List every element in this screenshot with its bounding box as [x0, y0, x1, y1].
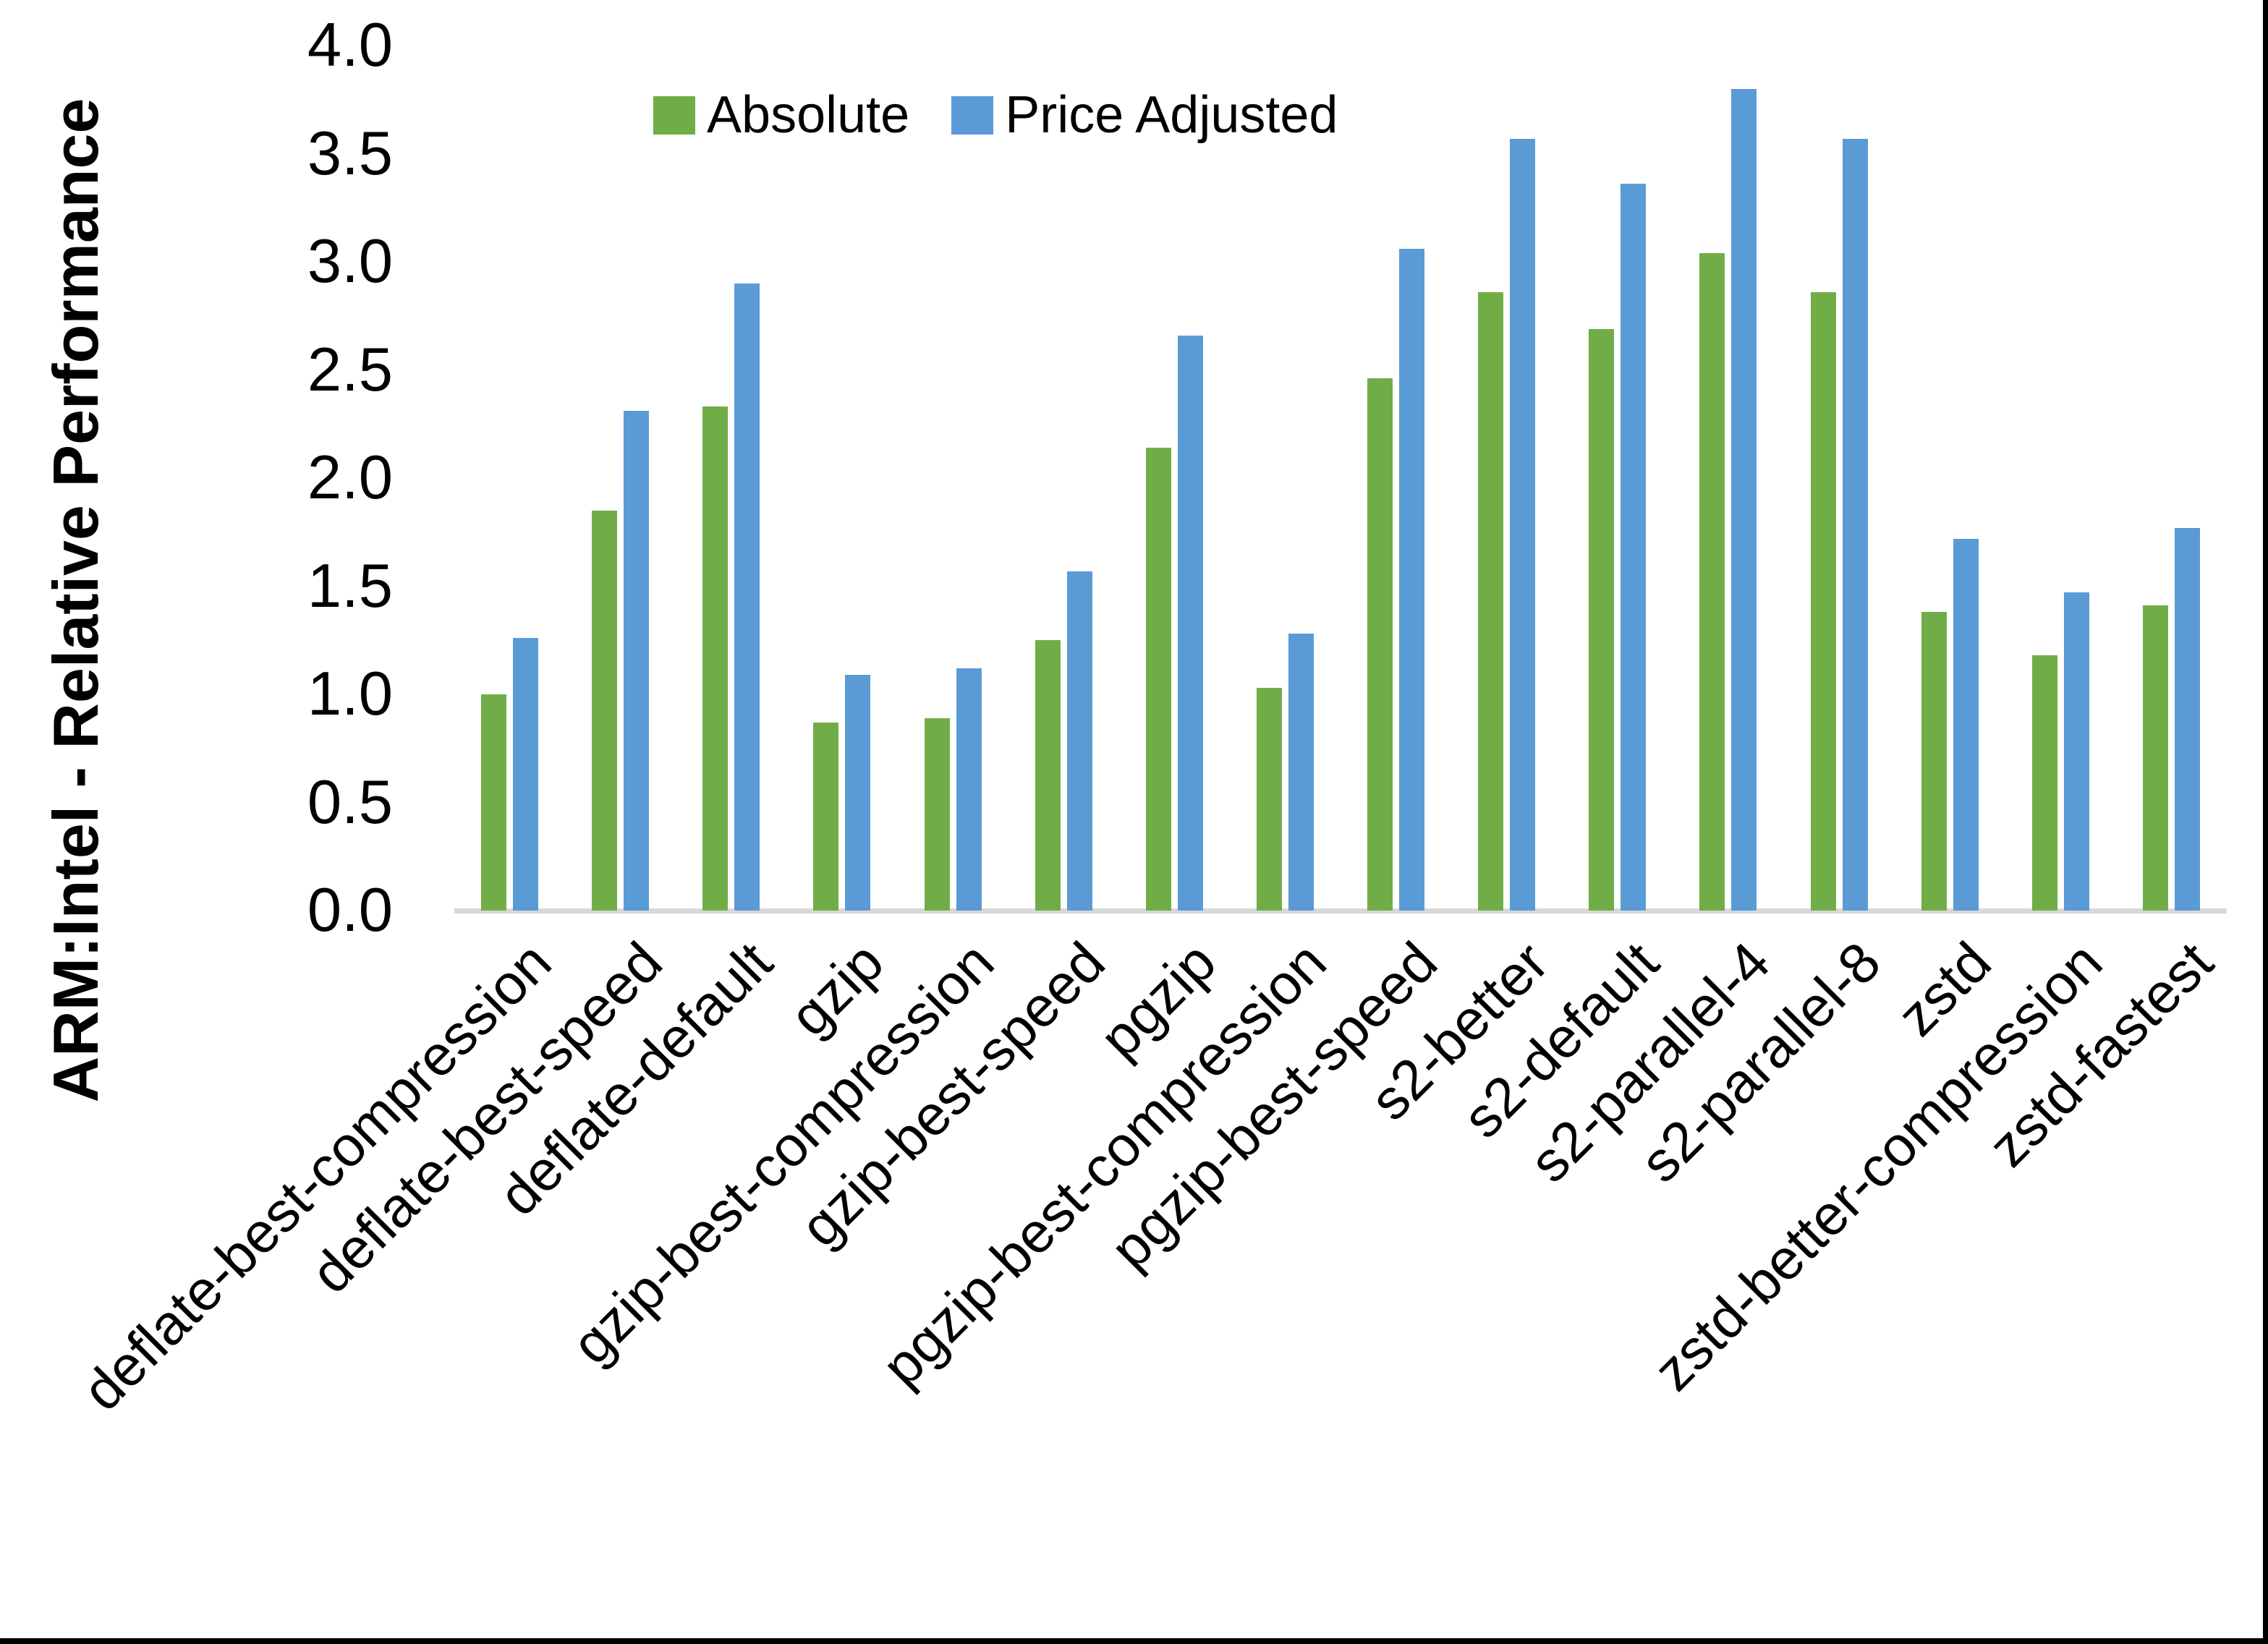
bar-price-adjusted: [1399, 249, 1425, 911]
bar-absolute: [592, 510, 618, 911]
y-tick-label: 0.5: [307, 767, 393, 837]
bar-price-adjusted: [624, 411, 650, 911]
y-tick-label: 1.0: [307, 660, 393, 728]
bar-absolute: [1589, 328, 1615, 911]
legend: Absolute Price Adjusted: [653, 86, 1338, 144]
legend-label-absolute: Absolute: [707, 86, 910, 144]
y-tick-label: 3.5: [307, 119, 393, 188]
bar-group: [1119, 46, 1230, 911]
bar-group: [454, 46, 565, 911]
bar-price-adjusted: [2174, 527, 2200, 911]
bar-absolute: [702, 406, 729, 911]
bar-absolute: [2142, 605, 2168, 911]
bar-price-adjusted: [734, 283, 760, 911]
y-tick-label: 0.0: [307, 876, 393, 945]
legend-label-price-adjusted: Price Adjusted: [1005, 86, 1338, 144]
bar-group: [565, 46, 676, 911]
window-bottom-edge: [0, 1638, 2268, 1644]
bar-price-adjusted: [1177, 335, 1203, 911]
bar-price-adjusted: [1731, 88, 1757, 911]
y-tick-label: 4.0: [307, 11, 393, 80]
bar-price-adjusted: [1953, 538, 1979, 911]
y-axis-title: ARM:Intel - Relative Performance: [40, 98, 111, 1103]
legend-swatch-price-adjusted: [951, 95, 994, 135]
bar-absolute: [1810, 291, 1836, 911]
bar-group: [1784, 46, 1895, 911]
bar-price-adjusted: [1842, 138, 1868, 911]
x-axis-line: [454, 908, 2227, 913]
bar-absolute: [1367, 378, 1393, 911]
legend-swatch-absolute: [653, 95, 695, 135]
bar-price-adjusted: [513, 638, 539, 911]
bar-price-adjusted: [1288, 634, 1314, 911]
y-tick-label: 2.0: [307, 443, 393, 512]
bar-group: [1008, 46, 1119, 911]
bar-absolute: [1478, 291, 1504, 911]
y-tick-label: 1.5: [307, 551, 393, 621]
bar-group: [1230, 46, 1341, 911]
bar-absolute: [1699, 253, 1725, 911]
bar-absolute: [2031, 655, 2057, 911]
bar-price-adjusted: [845, 675, 871, 911]
window-right-edge: [2263, 0, 2268, 1644]
bar-price-adjusted: [1066, 571, 1092, 911]
bar-price-adjusted: [1621, 184, 1647, 911]
bar-group: [898, 46, 1008, 911]
bar-group: [676, 46, 786, 911]
bar-group: [2005, 46, 2116, 911]
bar-absolute: [1145, 448, 1171, 911]
bar-group: [1673, 46, 1783, 911]
bar-group: [1895, 46, 2005, 911]
bar-absolute: [813, 722, 839, 911]
bar-price-adjusted: [1510, 138, 1536, 911]
bar-absolute: [924, 717, 950, 911]
bar-group: [786, 46, 897, 911]
bar-group: [1562, 46, 1673, 911]
bar-price-adjusted: [2063, 592, 2089, 911]
bar-absolute: [481, 694, 507, 911]
bar-absolute: [1921, 612, 1947, 911]
bar-group: [1451, 46, 1562, 911]
x-axis-label: deflate-best-compression: [69, 929, 564, 1423]
y-tick-label: 2.5: [307, 335, 393, 404]
bar-absolute: [1035, 640, 1061, 911]
bar-absolute: [1256, 688, 1282, 911]
bar-group: [1341, 46, 1451, 911]
bar-group: [2116, 46, 2227, 911]
y-tick-label: 3.0: [307, 227, 393, 296]
bar-price-adjusted: [956, 668, 982, 911]
